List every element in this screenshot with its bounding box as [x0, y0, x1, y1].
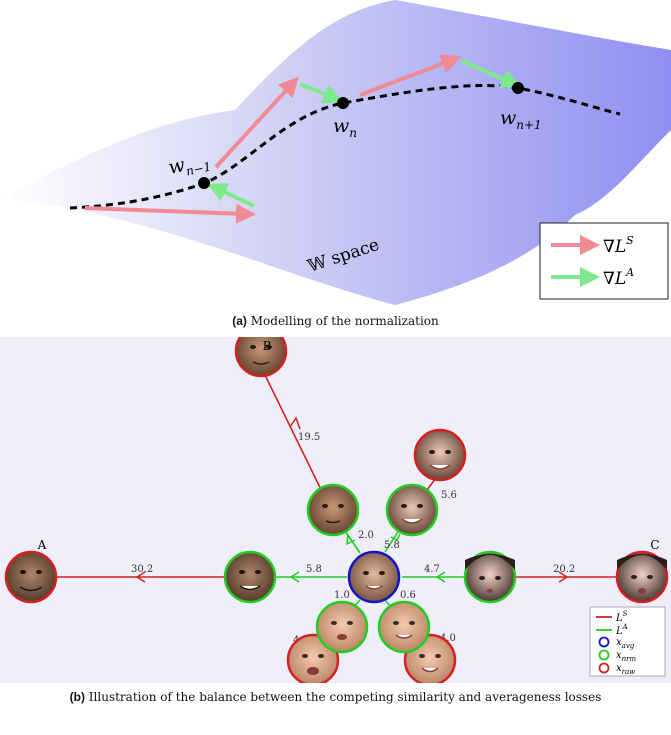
gradient-legend: ∇LS ∇LA: [539, 222, 669, 300]
face-node-normalized: [223, 550, 277, 604]
averageness-gradient-arrow: [461, 59, 522, 89]
legend-label-similarity-loss: LS: [615, 610, 628, 624]
node-legend: LS LA xavg xnrm xraw: [589, 606, 666, 677]
edge-label: 0.6: [400, 590, 416, 601]
face-node-normalized: [315, 600, 369, 654]
similarity-gradient-arrow: [214, 76, 299, 169]
face-node-normalized: [463, 550, 517, 604]
legend-swatch-normalized: [598, 649, 610, 661]
face-nodes: [4, 337, 669, 683]
legend-label-normalized: xnrm: [616, 650, 636, 663]
legend-swatch-raw: [598, 662, 610, 674]
legend-label-similarity: ∇LS: [603, 234, 634, 257]
endpoint-label-c: C: [650, 538, 659, 552]
caption-a: (a) Modelling of the normalization: [0, 314, 671, 328]
legend-label-raw: xraw: [616, 663, 635, 676]
edge-label: 19.5: [298, 432, 320, 443]
caption-a-tag: (a): [232, 314, 247, 328]
point-w-n-minus-1: [198, 177, 210, 189]
caption-b-tag: (b): [69, 690, 85, 704]
edge-label: 1.0: [334, 590, 350, 601]
endpoint-label-b: B: [263, 339, 272, 353]
caption-a-text: Modelling of the normalization: [250, 314, 439, 328]
edge-label: 5.6: [441, 490, 457, 501]
edge-label: 2.0: [358, 530, 374, 541]
caption-b-text: Illustration of the balance between the …: [88, 690, 602, 704]
edge-label: 4.7: [424, 564, 440, 575]
edge-label: 30.2: [131, 564, 153, 575]
face-node-normalized: [306, 483, 360, 537]
point-w-n: [337, 97, 349, 109]
face-node-raw: [413, 428, 467, 482]
averageness-gradient-arrow: [299, 82, 344, 104]
edge-label: 20.2: [553, 564, 575, 575]
caption-b: (b) Illustration of the balance between …: [0, 690, 671, 704]
face-node-raw: [234, 337, 288, 378]
face-node-raw: [4, 550, 58, 604]
label-w-n: wn: [333, 115, 357, 140]
balance-diagram: 19.5 30.2 5.8 2.0 5.8 5.6 4.7 20.2 1.0 0…: [0, 337, 671, 683]
point-w-n-plus-1: [512, 82, 524, 94]
label-w-n-minus-1: wn−1: [166, 149, 212, 182]
normalization-diagram: wn−1 wn wn+1 𝕎 space ∇LS ∇LA: [0, 0, 671, 305]
face-node-average: [347, 550, 401, 604]
legend-label-averageness-loss: LA: [615, 623, 628, 637]
edge-label: 5.8: [384, 540, 400, 551]
legend-label-averageness: ∇LA: [603, 266, 634, 289]
edge-label: 4.0: [440, 633, 456, 644]
face-node-normalized: [377, 600, 431, 654]
face-node-raw: [615, 550, 669, 604]
averageness-gradient-arrow: [206, 183, 255, 208]
legend-label-average: xavg: [616, 637, 635, 650]
label-w-n-plus-1: wn+1: [500, 107, 542, 132]
face-node-normalized: [385, 483, 439, 537]
edge-label: 5.8: [306, 564, 322, 575]
similarity-gradient-arrow: [359, 54, 462, 97]
legend-swatch-average: [598, 636, 610, 648]
endpoint-label-a: A: [37, 538, 47, 552]
similarity-gradient-arrow: [84, 203, 256, 224]
